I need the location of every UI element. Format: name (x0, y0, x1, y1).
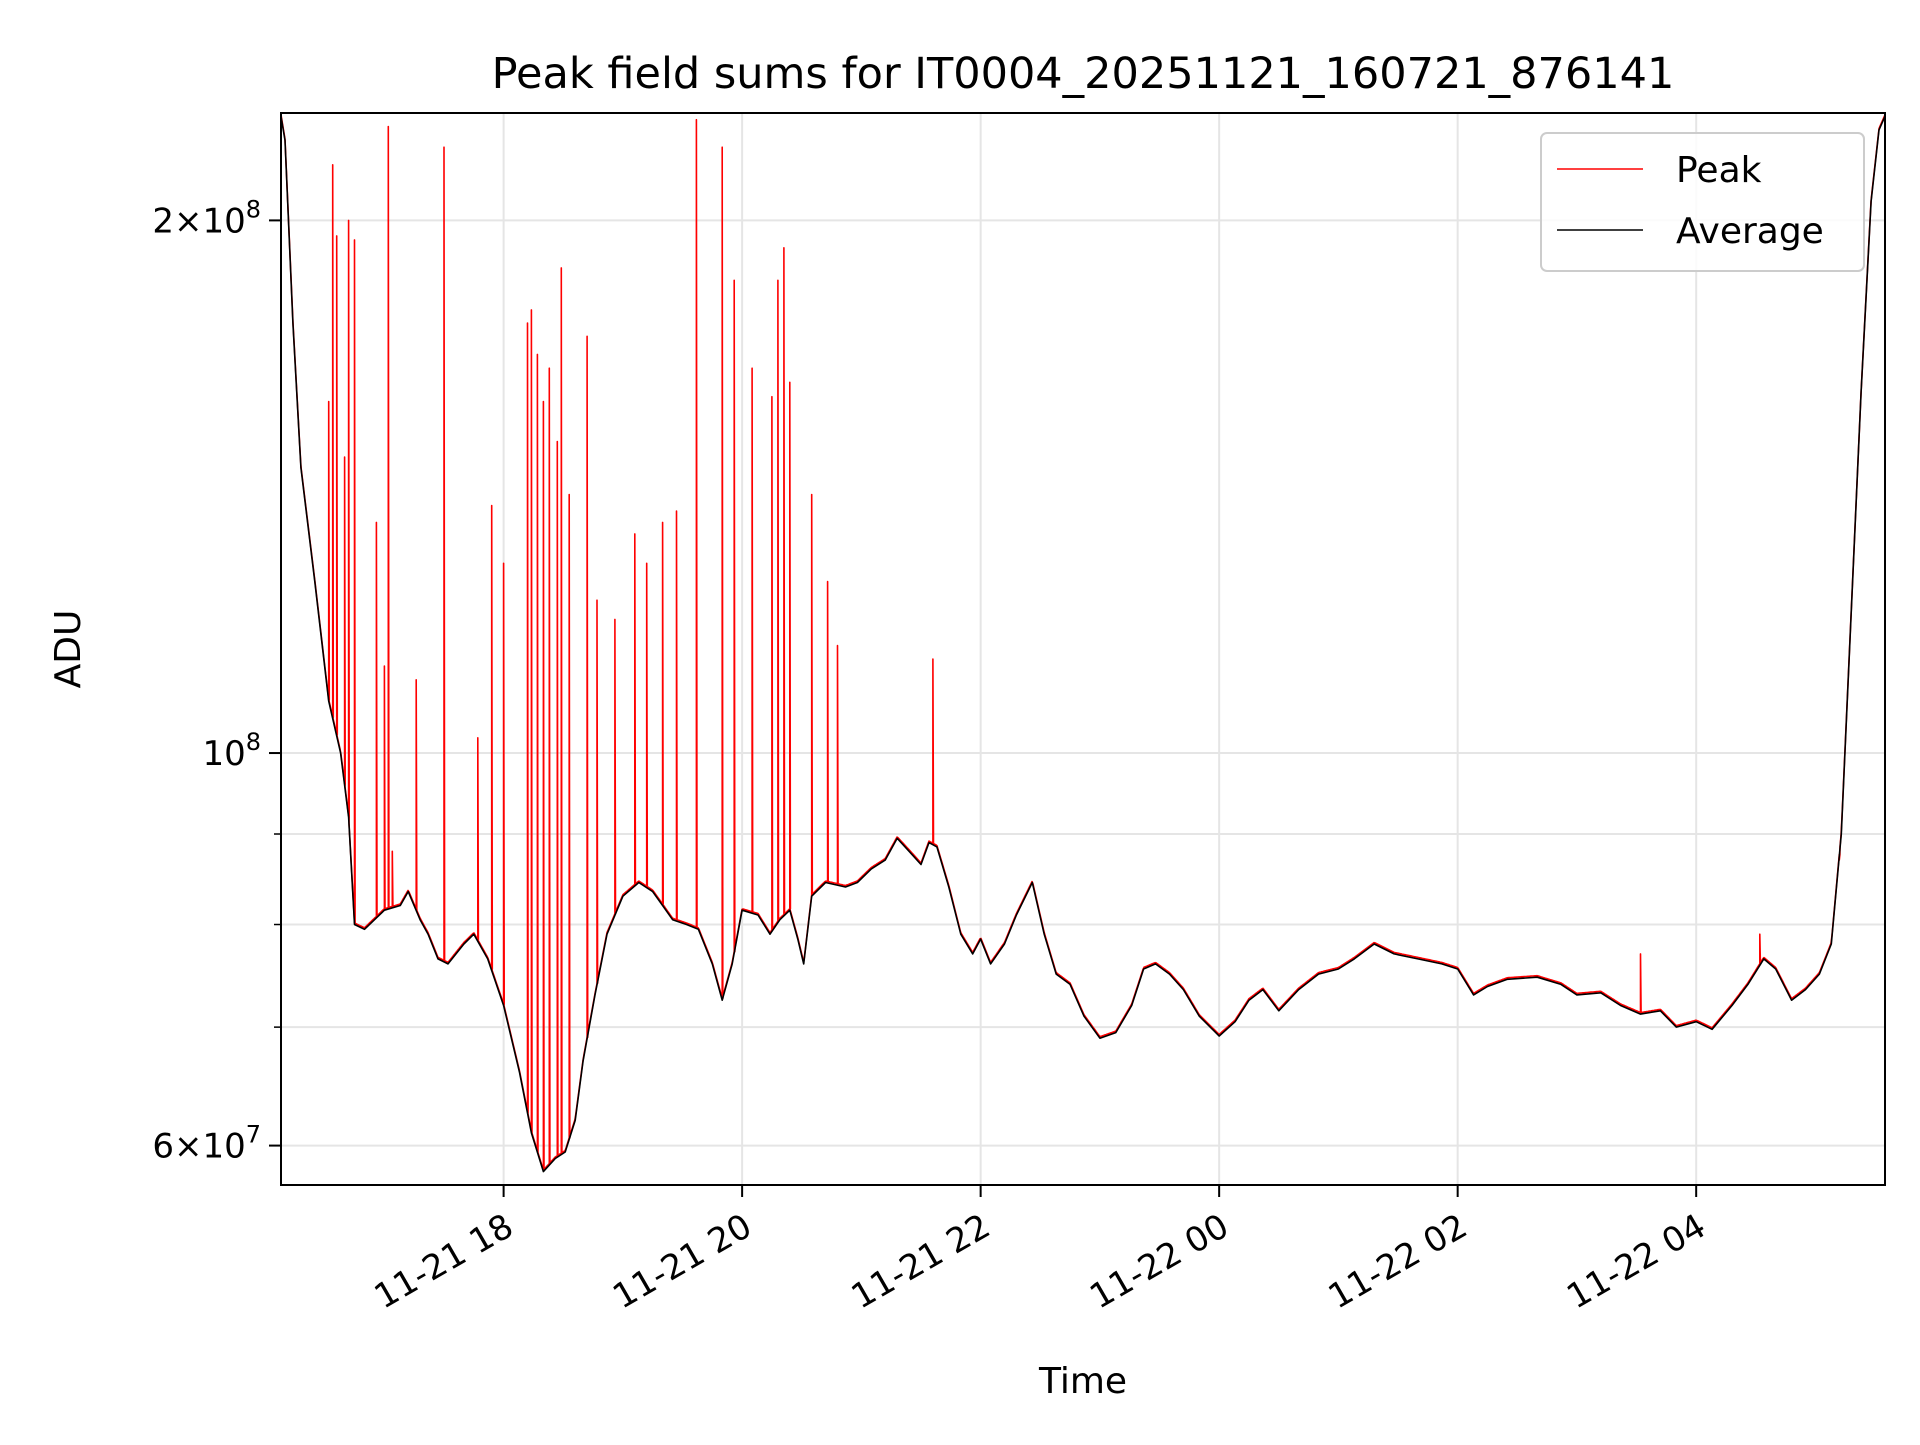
plot-frame (280, 112, 1886, 1186)
y-tick-label: 6×107 (152, 1121, 261, 1167)
y-tick-label: 2×108 (152, 195, 261, 241)
x-tick-label: 11-22 02 (1322, 1206, 1474, 1317)
x-tick-label: 11-21 22 (845, 1206, 997, 1317)
x-tick-label: 11-21 18 (368, 1206, 520, 1317)
x-tick-label: 11-21 20 (606, 1206, 758, 1317)
legend-box (1540, 132, 1865, 272)
x-axis-label: Time (1038, 1361, 1127, 1402)
grid-lines (281, 113, 1885, 1185)
x-tick-label: 11-22 00 (1083, 1206, 1235, 1317)
chart-title: Peak field sums for IT0004_20251121_1607… (492, 49, 1675, 99)
legend-label-average: Average (1676, 211, 1824, 252)
y-tick-label: 108 (202, 728, 261, 774)
legend-label-peak: Peak (1676, 150, 1762, 191)
x-axis: 11-21 18 11-21 20 11-21 22 11-22 00 11-22 02… (368, 1185, 1713, 1317)
plot-area (281, 114, 1885, 1173)
series-line-average (281, 115, 1885, 1173)
x-tick-label: 11-22 04 (1560, 1206, 1712, 1317)
y-axis: 2×108 108 6×107 (152, 195, 281, 1167)
legend: Peak Average (1540, 132, 1865, 272)
y-axis-label: ADU (48, 610, 89, 689)
series-line-peak (281, 114, 1885, 1171)
